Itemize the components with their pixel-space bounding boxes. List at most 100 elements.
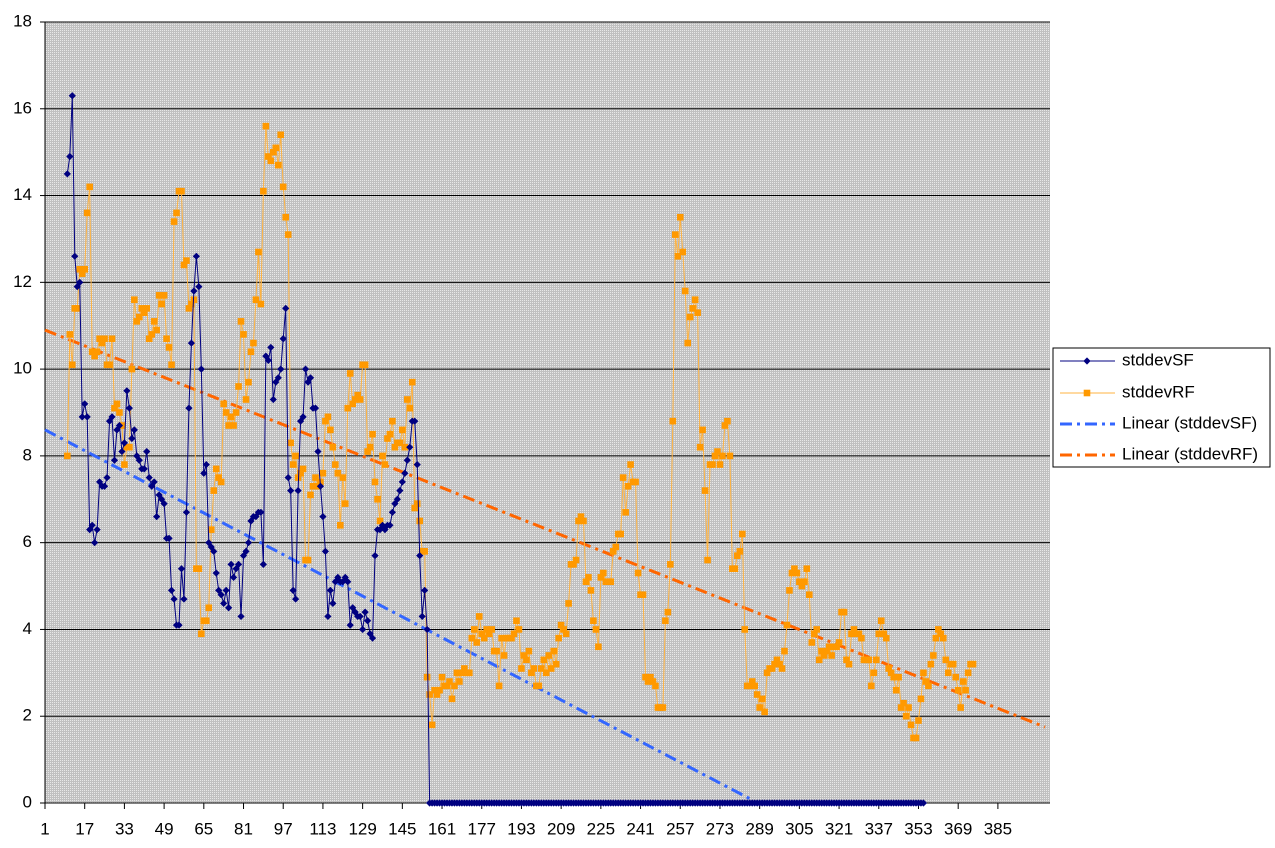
- data-point: [366, 630, 374, 638]
- data-point: [639, 591, 647, 599]
- x-tick-label: 353: [904, 819, 932, 838]
- data-point: [307, 491, 314, 499]
- data-point: [865, 656, 873, 664]
- data-point: [133, 318, 141, 325]
- data-point: [361, 608, 369, 616]
- data-point: [389, 417, 396, 425]
- data-point: [227, 560, 235, 568]
- data-point: [919, 799, 928, 807]
- data-point: [761, 708, 768, 716]
- data-point: [542, 669, 550, 677]
- data-point: [143, 447, 151, 456]
- y-tick-label: 4: [23, 619, 32, 638]
- data-point: [624, 482, 632, 490]
- data-point: [423, 673, 431, 681]
- data-point: [155, 292, 163, 299]
- data-point: [336, 522, 344, 529]
- data-point: [868, 682, 875, 690]
- data-point: [202, 460, 210, 469]
- data-point: [165, 534, 173, 542]
- data-point: [344, 578, 352, 586]
- data-point: [150, 478, 158, 486]
- data-point: [232, 565, 240, 573]
- data-point: [954, 686, 962, 694]
- data-point: [116, 409, 123, 416]
- data-point: [674, 253, 682, 260]
- data-point: [399, 426, 406, 434]
- data-point: [671, 231, 679, 238]
- trendline: [44, 428, 751, 800]
- data-point: [418, 612, 426, 621]
- data-point: [488, 626, 495, 633]
- data-point: [331, 578, 339, 586]
- data-point: [408, 378, 416, 386]
- data-point: [311, 404, 320, 412]
- data-point: [508, 634, 515, 642]
- data-point: [773, 656, 781, 664]
- data-point: [875, 630, 883, 638]
- data-point: [125, 404, 133, 412]
- data-point: [341, 573, 349, 581]
- data-point: [128, 365, 136, 373]
- x-tick-label: 97: [274, 819, 293, 838]
- data-point: [68, 92, 76, 100]
- legend-label: stddevRF: [1122, 382, 1195, 401]
- data-point: [126, 443, 133, 451]
- data-point: [453, 669, 461, 677]
- data-point: [359, 625, 367, 634]
- data-point: [118, 447, 126, 456]
- data-point: [446, 678, 453, 685]
- data-point: [329, 443, 337, 451]
- x-tick-label: 209: [547, 819, 575, 838]
- data-point: [180, 595, 188, 603]
- data-point: [247, 517, 255, 525]
- data-point: [545, 652, 553, 659]
- data-point: [694, 309, 701, 317]
- data-point: [314, 447, 322, 456]
- data-point: [436, 686, 443, 694]
- data-point: [942, 656, 950, 664]
- data-point: [220, 400, 227, 408]
- data-point: [726, 452, 734, 460]
- x-tick-label: 145: [388, 819, 416, 838]
- data-point: [969, 660, 977, 668]
- data-point: [892, 686, 900, 694]
- data-point: [83, 413, 91, 421]
- data-point: [500, 652, 508, 659]
- data-point: [81, 266, 89, 273]
- data-point: [617, 530, 625, 538]
- data-point: [855, 630, 863, 638]
- data-point: [823, 647, 830, 655]
- data-point: [182, 508, 191, 516]
- data-point: [523, 656, 530, 664]
- data-point: [384, 435, 391, 442]
- data-point: [689, 305, 696, 312]
- data-point: [391, 443, 399, 451]
- data-point: [103, 473, 111, 482]
- data-point: [458, 669, 466, 677]
- data-point: [758, 695, 766, 703]
- data-point: [679, 248, 687, 256]
- data-point: [887, 669, 895, 677]
- data-point: [83, 209, 91, 217]
- data-point: [180, 261, 188, 269]
- data-point: [225, 422, 232, 429]
- data-point: [332, 461, 339, 468]
- data-point: [510, 630, 518, 638]
- data-point: [475, 613, 483, 620]
- data-point: [282, 213, 290, 221]
- data-point: [287, 487, 295, 495]
- data-point: [632, 478, 639, 486]
- data-point: [200, 469, 208, 477]
- data-point: [443, 682, 451, 690]
- data-point: [421, 586, 429, 594]
- data-point: [334, 469, 342, 477]
- data-point: [316, 482, 325, 490]
- data-point: [403, 456, 411, 464]
- data-point: [237, 318, 245, 325]
- data-point: [456, 678, 463, 685]
- y-tick-label: 14: [13, 185, 32, 204]
- data-point: [250, 339, 257, 347]
- data-point: [279, 335, 287, 343]
- data-point: [138, 305, 146, 312]
